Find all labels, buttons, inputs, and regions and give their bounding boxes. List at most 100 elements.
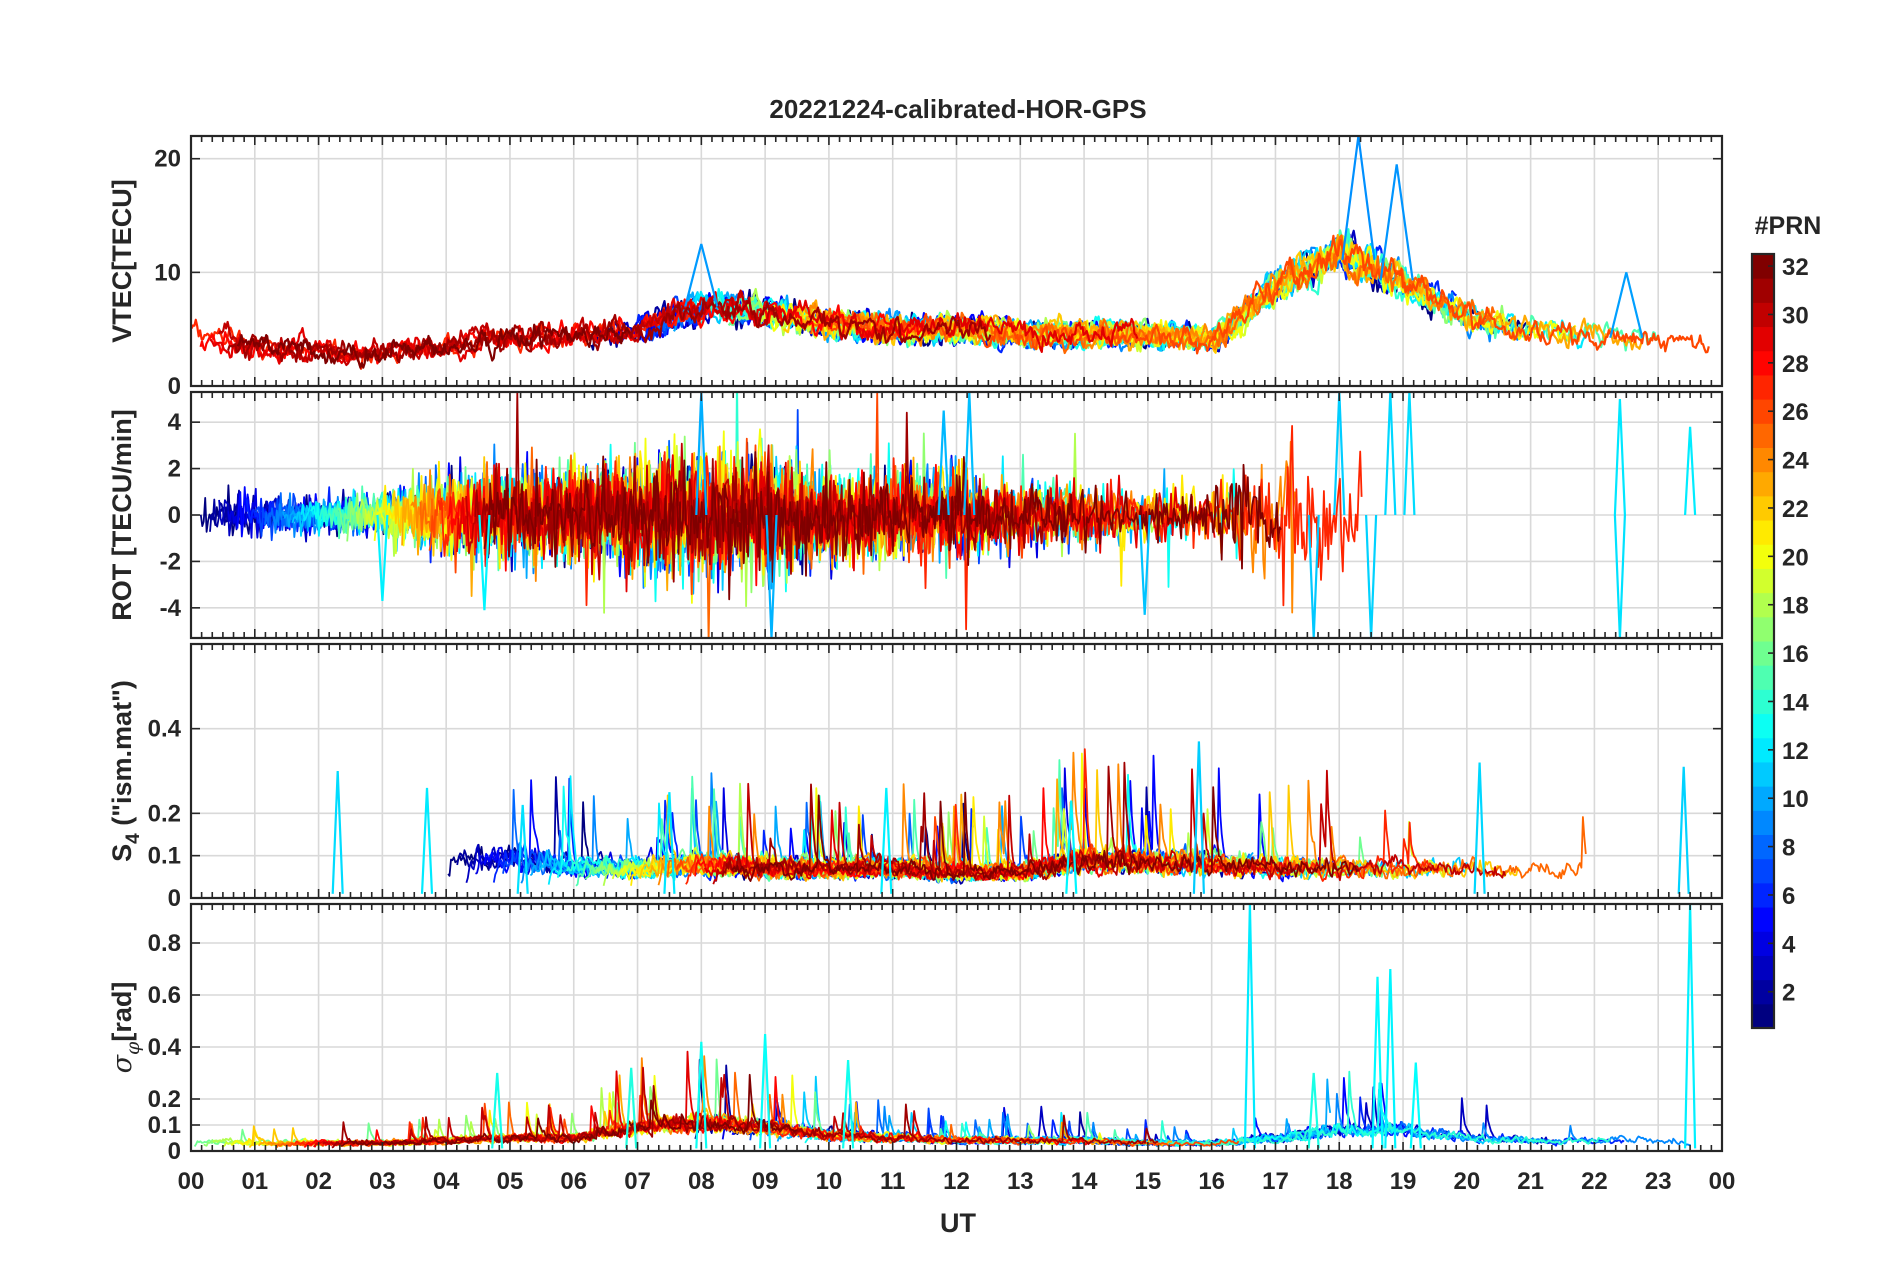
colorbar-cell [1752, 568, 1774, 594]
colorbar-cell [1752, 616, 1774, 642]
vtec-peak-2 [1379, 164, 1414, 281]
s4-peak-5 [516, 804, 529, 894]
sigma-peak-8 [842, 1059, 855, 1149]
xtick-label: 12 [943, 1168, 970, 1195]
sigma-peak-5 [1409, 1062, 1422, 1149]
xtick-label: 21 [1517, 1168, 1544, 1195]
colorbar-tick-label: 32 [1782, 254, 1809, 281]
rot-peak-7 [1333, 392, 1346, 516]
ytick-label: 0.2 [148, 1086, 181, 1113]
colorbar-cell [1752, 907, 1774, 932]
colorbar-cell [1752, 931, 1774, 956]
rot-peak-6 [1307, 514, 1320, 638]
sigma-peak-11 [625, 1067, 638, 1149]
colorbar-title: #PRN [1755, 212, 1822, 240]
xtick-label: 22 [1581, 1168, 1608, 1195]
rot-peak-1 [695, 392, 708, 516]
s4-peak-1 [1192, 741, 1205, 894]
sigma-peak-10 [1307, 1072, 1320, 1149]
panel-sigma: 00.10.2 0.4 0.6 0.8σφ[rad] 00 01 02 03 04 05 06 07 0… [107, 902, 1736, 1195]
s4-peak-8 [880, 787, 893, 894]
colorbar-cell [1752, 278, 1774, 303]
colorbar-cell [1752, 882, 1774, 908]
xtick-label: 07 [624, 1168, 651, 1195]
s4-peak-2 [1677, 766, 1690, 894]
y-axis-label-s4: S4 ("ism.mat") [107, 680, 144, 862]
ytick-label: 0 [168, 373, 181, 400]
rot-peak-15 [478, 514, 491, 611]
ytick-label: 0 [168, 1138, 181, 1165]
colorbar-cell [1752, 834, 1774, 860]
xtick-label: 00 [1709, 1168, 1736, 1195]
xtick-label: 23 [1645, 1168, 1672, 1195]
rot-peak-4 [963, 392, 976, 516]
rot-peak-11 [1613, 514, 1626, 638]
colorbar-cell [1752, 544, 1774, 569]
colorbar-tick-label: 22 [1782, 496, 1809, 523]
ytick-label: 20 [154, 146, 181, 173]
grid-sigma [190, 904, 1723, 1152]
colorbar-tick-label: 30 [1782, 302, 1809, 329]
colorbar-cell [1752, 858, 1774, 884]
ytick-label: 4 [168, 409, 182, 436]
ytick-label: 0.1 [148, 1112, 181, 1139]
colorbar-cell [1752, 447, 1774, 473]
s4-series-32 [731, 786, 1360, 882]
colorbar-tick-label: 20 [1782, 544, 1809, 571]
xtick-label: 11 [880, 1168, 905, 1195]
colorbar-tick-label: 2 [1782, 980, 1795, 1007]
y-axis-label-rot: ROT [TECU/min] [107, 409, 137, 620]
ytick-label: -4 [160, 595, 182, 622]
vtec-peak-1 [1341, 136, 1376, 261]
colorbar-cell [1752, 520, 1774, 545]
colorbar-cell [1752, 1003, 1774, 1029]
xtick-label: 04 [433, 1168, 460, 1195]
s4-peak-3 [1473, 762, 1486, 894]
colorbar-tick-label: 12 [1782, 738, 1809, 765]
sigma-peak-4 [1371, 976, 1384, 1149]
s4-peak-4 [331, 770, 344, 894]
colorbar-tick-label: 4 [1782, 931, 1796, 958]
ytick-label: -2 [160, 548, 181, 575]
colorbar-cell [1752, 810, 1774, 835]
colorbar-tick-label: 8 [1782, 835, 1795, 862]
rot-peak-9 [1384, 392, 1397, 516]
sigma-peak-3 [1384, 968, 1397, 1149]
colorbar-cell [1752, 713, 1774, 739]
xtick-label: 17 [1262, 1168, 1289, 1195]
panel-rot: -4 -2 0 2 4 ROT [TECU/min] [107, 390, 1724, 640]
colorbar-cell [1752, 689, 1774, 715]
colorbar-cell [1752, 641, 1774, 666]
rot-peak-13 [1684, 426, 1697, 516]
y-axis-label-vtec: VTEC[TECU] [107, 179, 137, 343]
colorbar-cell [1752, 302, 1774, 328]
sigma-peak-7 [695, 1041, 708, 1149]
colorbar-tick-label: 26 [1782, 399, 1809, 426]
sigma-peak-1 [1243, 904, 1256, 1149]
rot-peak-10 [1403, 392, 1416, 516]
xtick-label: 06 [560, 1168, 587, 1195]
colorbar-cell [1752, 737, 1774, 763]
ytick-label: 0.8 [148, 930, 181, 957]
colorbar-cell [1752, 471, 1774, 497]
s4-peak-9 [1065, 800, 1078, 894]
ytick-label: 0.2 [148, 800, 181, 827]
colorbar-cell [1752, 761, 1774, 787]
x-axis-label: UT [940, 1208, 976, 1238]
ytick-label: 0.6 [148, 982, 181, 1009]
ytick-label: 0 [168, 885, 181, 912]
xtick-label: 01 [241, 1168, 268, 1195]
colorbar-cell [1752, 592, 1774, 618]
colorbar-tick-label: 6 [1782, 883, 1795, 910]
panel-s4: 0 0.1 0.2 0.4S4 ("ism.mat") [107, 642, 1724, 912]
xtick-label: 05 [497, 1168, 524, 1195]
rot-peak-2 [765, 514, 778, 638]
xtick-label: 19 [1390, 1168, 1417, 1195]
y-axis-label-sigma: σφ[rad] [107, 982, 144, 1074]
ytick-label: 2 [168, 456, 181, 483]
xtick-label: 14 [1071, 1168, 1098, 1195]
chart-title: 20221224-calibrated-HOR-GPS [769, 94, 1146, 124]
s4-peak-7 [420, 787, 434, 894]
